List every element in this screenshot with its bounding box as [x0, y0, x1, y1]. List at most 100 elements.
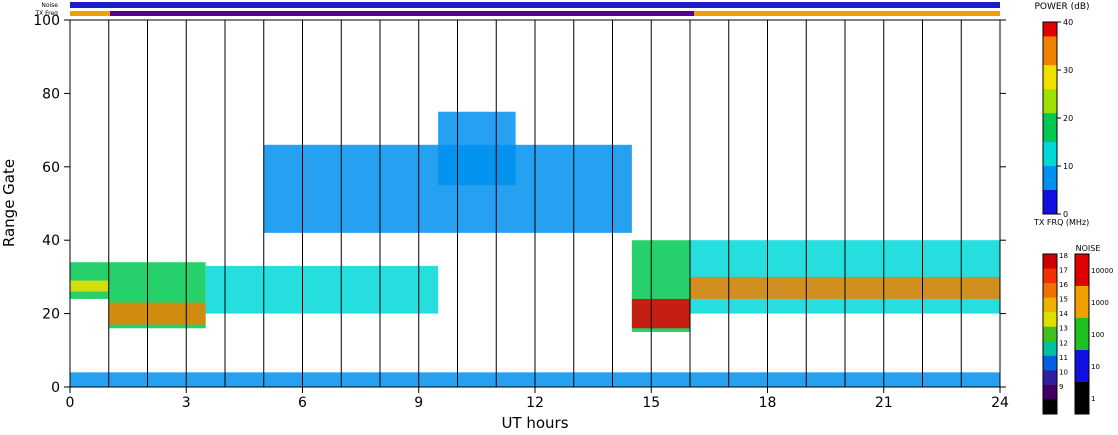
txfreq-colorbar-cell [1043, 341, 1057, 357]
x-tick-label: 9 [414, 395, 423, 411]
power-colorbar-cell [1043, 185, 1057, 191]
power-colorbar: POWER (dB) 40 30 20 10 0 [1034, 2, 1089, 219]
power-colorbar-cell [1043, 103, 1057, 109]
noise-colorbar-cell [1075, 286, 1089, 319]
power-colorbar-cell [1043, 108, 1057, 114]
x-tick-label: 6 [298, 395, 307, 411]
txfreq-colorbar-tick-label: 14 [1059, 310, 1068, 318]
noise-colorbar-frame [1074, 253, 1090, 415]
noise-colorbar-tick-label: 100 [1091, 331, 1104, 339]
noise-colorbar-cell [1075, 318, 1089, 351]
txfreq-strip-label: TX Freq [34, 10, 58, 17]
power-colorbar-cell [1043, 31, 1057, 37]
x-tick-label: 12 [526, 395, 544, 411]
txfreq-colorbar-tick-label: 18 [1059, 252, 1068, 260]
power-colorbar-cell [1043, 74, 1057, 81]
power-colorbar-tick-label: 40 [1063, 18, 1073, 27]
txfreq-colorbar-cell [1043, 370, 1057, 386]
power-colorbar-tick-label: 0 [1063, 210, 1068, 219]
txfreq-colorbar-cell [1043, 268, 1057, 284]
power-colorbar-cell [1043, 166, 1057, 172]
power-colorbar-cell [1043, 60, 1057, 66]
x-tick-label: 24 [991, 395, 1009, 411]
power-colorbar-cell [1043, 26, 1057, 33]
status-strips: Noise TX Freq [34, 2, 1000, 17]
echo-band-dayside-low [205, 265, 439, 314]
x-axis: 0 3 6 9 12 15 18 21 24 [66, 387, 1009, 411]
txfreq-colorbar-tick-label: 15 [1059, 296, 1068, 304]
power-colorbar-cell [1043, 170, 1057, 177]
power-colorbar-cell [1043, 175, 1057, 181]
txfreq-colorbar-tick-label: 12 [1059, 339, 1068, 347]
echo-band-morning-core [108, 302, 206, 325]
noise-strip-label: Noise [41, 2, 58, 9]
txfreq-strip-mid [110, 11, 694, 16]
noise-colorbar-tick-label: 10 [1091, 363, 1100, 371]
power-colorbar-tick-label: 20 [1063, 114, 1073, 123]
txfreq-colorbar-title: TX FRQ (MHz) [1033, 218, 1089, 227]
noise-colorbar-cell [1075, 254, 1089, 287]
txfreq-colorbar-cell [1043, 384, 1057, 400]
power-colorbar-cell [1043, 89, 1057, 95]
power-colorbar-cell [1043, 151, 1057, 157]
txfreq-colorbar-tick-label: 11 [1059, 354, 1068, 362]
y-tick-label: 100 [33, 13, 60, 29]
power-colorbar-cell [1043, 113, 1057, 119]
power-colorbar-cell [1043, 156, 1057, 162]
x-axis-label: UT hours [501, 414, 568, 432]
power-colorbar-cell [1043, 70, 1057, 76]
txfreq-colorbar-cell [1043, 283, 1057, 299]
power-colorbar-cell [1043, 122, 1057, 129]
power-colorbar-cell [1043, 132, 1057, 138]
y-tick-label: 80 [42, 86, 60, 102]
power-colorbar-cell [1043, 180, 1057, 186]
txfreq-colorbar-tick-label: 10 [1059, 368, 1068, 376]
power-colorbar-cell [1043, 142, 1057, 148]
x-tick-label: 18 [759, 395, 777, 411]
power-colorbar-cell [1043, 84, 1057, 90]
y-axis: 0 20 40 60 80 100 [33, 13, 1006, 396]
power-colorbar-cell [1043, 118, 1057, 124]
noise-colorbar-tick-label: 10000 [1091, 267, 1113, 275]
power-colorbar-cell [1043, 194, 1057, 201]
y-tick-label: 0 [51, 380, 60, 396]
power-colorbar-cell [1043, 137, 1057, 143]
txfreq-colorbar-tick-label: 13 [1059, 325, 1068, 333]
txfreq-colorbar-cell [1043, 355, 1057, 371]
noise-strip [70, 2, 1000, 8]
echo-band-noon-patch [438, 111, 516, 186]
scan-boundary-lines [108, 20, 962, 387]
echo-band-main-echo-core [70, 280, 109, 292]
txfreq-colorbar-tick-label: 17 [1059, 267, 1068, 275]
y-tick-label: 20 [42, 307, 60, 323]
noise-colorbar-tick-label: 1 [1091, 395, 1095, 403]
power-colorbar-cell [1043, 65, 1057, 71]
power-colorbar-cell [1043, 190, 1057, 196]
y-axis-label: Range Gate [0, 159, 18, 247]
power-colorbar-cell [1043, 36, 1057, 42]
noise-colorbar-tick-label: 1000 [1091, 299, 1109, 307]
y-tick-label: 40 [42, 233, 60, 249]
txfreq-colorbar-cell [1043, 312, 1057, 328]
txfreq-colorbar-cell [1043, 399, 1057, 415]
power-colorbar-cell [1043, 127, 1057, 133]
power-colorbar-cell [1043, 79, 1057, 85]
power-colorbar-tick-label: 10 [1063, 162, 1073, 171]
power-colorbar-tick-label: 30 [1063, 66, 1073, 75]
txfreq-colorbar-cell [1043, 254, 1057, 270]
power-colorbar-cell [1043, 94, 1057, 100]
x-tick-label: 0 [66, 395, 75, 411]
noise-colorbar-cell [1075, 382, 1089, 415]
noise-colorbar: NOISE 10000 1000 100 10 1 [1074, 244, 1113, 415]
power-colorbar-cell [1043, 46, 1057, 52]
y-tick-label: 60 [42, 160, 60, 176]
txfreq-colorbar: TX FRQ (MHz) 18 17 16 15 14 13 12 11 10 9 [1033, 218, 1089, 415]
power-colorbar-cell [1043, 41, 1057, 47]
noise-colorbar-cell [1075, 350, 1089, 383]
power-colorbar-cell [1043, 55, 1057, 61]
power-colorbar-cell [1043, 22, 1057, 28]
txfreq-colorbar-cell [1043, 326, 1057, 342]
power-colorbar-cell [1043, 50, 1057, 57]
power-colorbar-title: POWER (dB) [1034, 2, 1089, 12]
